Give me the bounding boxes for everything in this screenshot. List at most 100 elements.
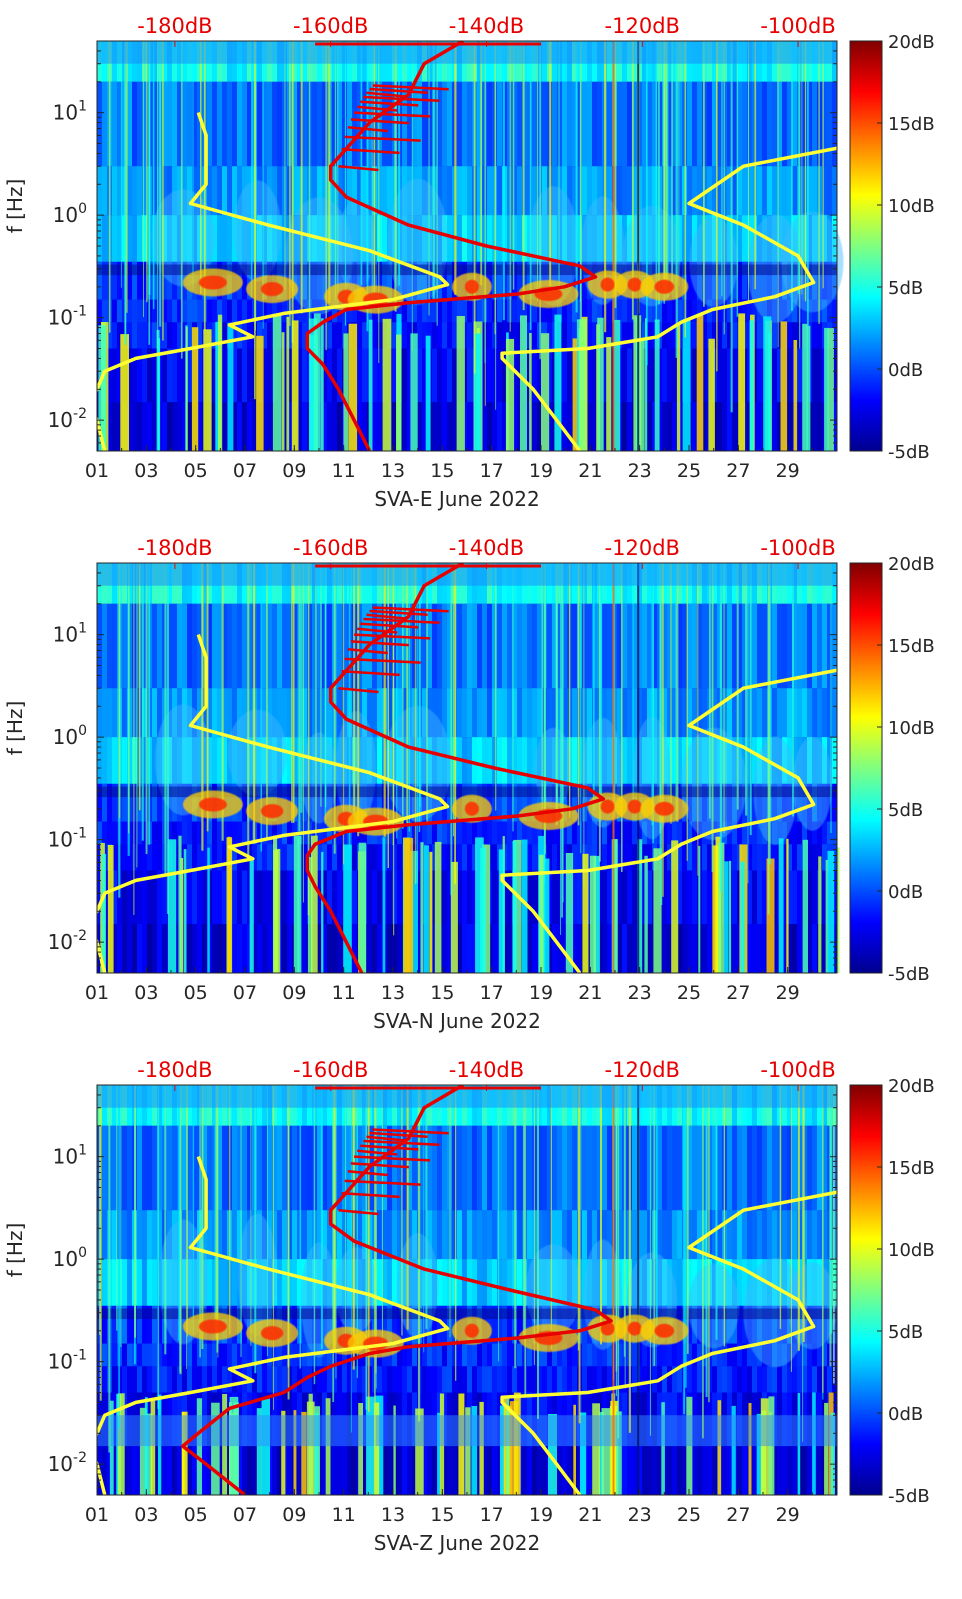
colorbar-tick-label: -5dB [888, 442, 930, 463]
low-noise-model-curve [97, 634, 450, 973]
top-tick-label: -100dB [760, 1058, 835, 1082]
spectrogram-panel-1: 01 03 05 07 09 11 13 15 17 19 21 23 25 27 29 SVA-E June… [3, 14, 935, 511]
x-tick-label: 27 [726, 982, 750, 1004]
x-tick-label: 15 [430, 460, 454, 482]
x-tick-label: 13 [381, 460, 405, 482]
colorbar-tick-label: 5dB [888, 278, 923, 299]
top-tick-label: -100dB [760, 536, 835, 560]
model-curves [97, 41, 837, 451]
x-tick-label: 21 [578, 460, 602, 482]
spectrogram-heatmap [97, 563, 840, 973]
colorbar-tick-label: 0dB [888, 882, 923, 903]
station-noise-fingers [338, 1128, 449, 1216]
top-tick-label: -100dB [760, 14, 835, 38]
colorbar-tick-label: 15dB [888, 1158, 935, 1179]
low-noise-model-curve [97, 112, 450, 451]
x-tick-label: 21 [578, 1504, 602, 1526]
x-tick-label: 11 [332, 460, 356, 482]
x-tick-label: 11 [332, 1504, 356, 1526]
x-tick-label: 01 [85, 1504, 109, 1526]
x-tick-label: 15 [430, 982, 454, 1004]
x-tick-label: 19 [529, 1504, 553, 1526]
colorbar-tick-label: 10dB [888, 1240, 935, 1261]
y-tick-label: 10-2 [48, 928, 87, 954]
x-tick-label: 09 [282, 982, 306, 1004]
x-tick-label: 01 [85, 982, 109, 1004]
x-tick-label: 09 [282, 460, 306, 482]
x-tick-label: 19 [529, 460, 553, 482]
y-tick-label: 10-2 [48, 406, 87, 432]
colorbar-tick-label: -5dB [888, 964, 930, 985]
x-tick-label: 23 [628, 1504, 652, 1526]
x-tick-label: 13 [381, 1504, 405, 1526]
x-axis-label: SVA-N June 2022 [373, 1009, 541, 1033]
x-tick-label: 03 [134, 460, 158, 482]
y-tick-label: 101 [53, 621, 87, 647]
y-tick-label: 100 [53, 723, 87, 749]
colorbar-tick-label: 15dB [888, 636, 935, 657]
y-tick-label: 100 [53, 201, 87, 227]
spectrogram-panel-2: 01 03 05 07 09 11 13 15 17 19 21 23 25 27 29 SVA-N June… [3, 536, 935, 1033]
y-tick-label: 10-1 [48, 304, 87, 330]
top-tick-label: -180dB [137, 1058, 212, 1082]
top-tick-label: -140dB [449, 1058, 524, 1082]
colorbar-tick-label: 0dB [888, 360, 923, 381]
x-tick-label: 03 [134, 1504, 158, 1526]
y-tick-label: 100 [53, 1245, 87, 1271]
x-tick-label: 29 [776, 982, 800, 1004]
colorbar-gradient [849, 1084, 883, 1496]
top-tick-label: -140dB [449, 14, 524, 38]
colorbar-tick-label: 10dB [888, 718, 935, 739]
colorbar: 20dB 15dB 10dB 5dB 0dB -5dB [849, 32, 935, 463]
top-tick-label: -160dB [293, 536, 368, 560]
colorbar-gradient [849, 562, 883, 974]
x-tick-label: 05 [184, 460, 208, 482]
x-tick-label: 11 [332, 982, 356, 1004]
colorbar-tick-label: -5dB [888, 1486, 930, 1507]
model-curves [97, 1085, 837, 1495]
x-tick-label: 17 [480, 1504, 504, 1526]
high-noise-model-curve [500, 667, 837, 973]
x-tick-label: 15 [430, 1504, 454, 1526]
station-noise-fingers [338, 606, 449, 694]
x-tick-label: 29 [776, 1504, 800, 1526]
colorbar-tick-label: 5dB [888, 1322, 923, 1343]
top-tick-label: -180dB [137, 14, 212, 38]
x-tick-label: 19 [529, 982, 553, 1004]
spectrogram-heatmap [97, 1085, 838, 1495]
station-noise-curve [305, 41, 598, 451]
x-tick-label: 25 [677, 460, 701, 482]
x-tick-label: 23 [628, 460, 652, 482]
y-tick-label: 101 [53, 1143, 87, 1169]
y-axis-label: f [Hz] [3, 701, 27, 756]
y-tick-label: 10-1 [48, 826, 87, 852]
colorbar: 20dB 15dB 10dB 5dB 0dB -5dB [849, 554, 935, 985]
x-tick-label: 07 [233, 982, 257, 1004]
model-curves [97, 563, 837, 973]
colorbar-tick-label: 15dB [888, 114, 935, 135]
x-tick-label: 25 [677, 982, 701, 1004]
x-axis-label: SVA-Z June 2022 [374, 1531, 540, 1555]
y-tick-label: 101 [53, 99, 87, 125]
x-tick-label: 09 [282, 1504, 306, 1526]
x-tick-label: 07 [233, 1504, 257, 1526]
colorbar-tick-label: 10dB [888, 196, 935, 217]
x-tick-label: 13 [381, 982, 405, 1004]
colorbar-tick-label: 0dB [888, 1404, 923, 1425]
x-tick-label: 27 [726, 1504, 750, 1526]
low-noise-model-curve [97, 1156, 450, 1495]
colorbar-tick-label: 20dB [888, 32, 935, 53]
x-axis-label: SVA-E June 2022 [374, 487, 539, 511]
top-tick-label: -140dB [449, 536, 524, 560]
colorbar-tick-label: 5dB [888, 800, 923, 821]
top-tick-label: -160dB [293, 14, 368, 38]
station-noise-curve [180, 1085, 613, 1495]
top-tick-label: -180dB [137, 536, 212, 560]
colorbar-gradient [849, 40, 883, 452]
colorbar: 20dB 15dB 10dB 5dB 0dB -5dB [849, 1076, 935, 1507]
colorbar-tick-label: 20dB [888, 554, 935, 575]
x-tick-label: 23 [628, 982, 652, 1004]
y-axis-label: f [Hz] [3, 1223, 27, 1278]
x-tick-label: 17 [480, 982, 504, 1004]
